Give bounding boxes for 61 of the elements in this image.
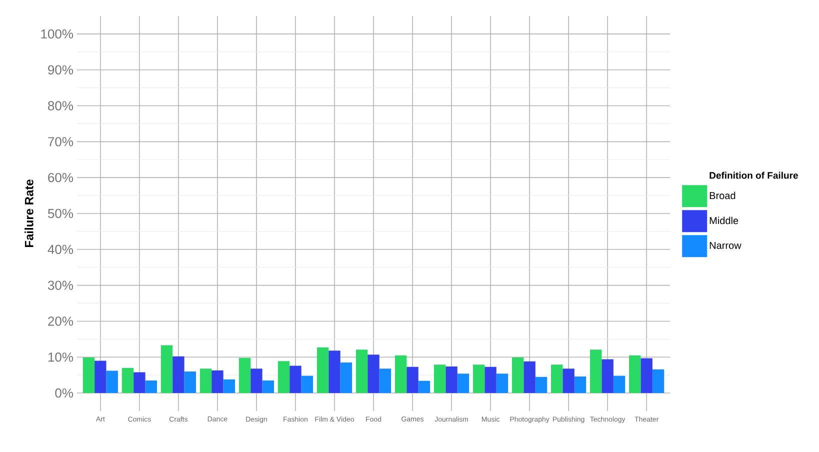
bar <box>512 357 524 394</box>
y-tick-label: 30% <box>48 280 74 290</box>
bar <box>356 350 368 394</box>
bar <box>484 366 496 394</box>
bar <box>535 376 548 394</box>
y-tick-label: 50% <box>48 208 74 218</box>
bar <box>602 359 614 394</box>
bar <box>629 355 641 394</box>
bar <box>394 355 407 394</box>
bar <box>406 366 418 394</box>
bar <box>590 350 602 394</box>
bar <box>106 370 118 394</box>
bar <box>94 360 106 394</box>
bar <box>457 374 470 394</box>
legend-title: Definition of Failure <box>710 172 798 179</box>
y-tick-label: 70% <box>48 137 74 146</box>
legend-label: Broad <box>710 192 736 200</box>
y-tick-label: 60% <box>48 172 74 182</box>
bar <box>652 369 664 394</box>
bar <box>212 370 224 394</box>
bar <box>223 379 236 394</box>
bar <box>640 358 652 394</box>
bar <box>472 364 485 394</box>
bar <box>278 361 290 394</box>
bar <box>250 368 262 394</box>
bar <box>574 376 586 394</box>
bar <box>82 357 95 394</box>
bar <box>496 374 508 394</box>
bar <box>301 376 314 394</box>
bar <box>200 368 212 394</box>
bar <box>328 350 340 394</box>
bar <box>368 354 380 394</box>
bar <box>418 380 430 394</box>
bar <box>134 372 146 394</box>
bar <box>379 368 392 394</box>
bar <box>446 366 458 394</box>
bar <box>160 345 173 394</box>
bar <box>262 380 274 394</box>
bar <box>316 347 329 394</box>
bar <box>145 380 157 394</box>
y-tick-label: 40% <box>48 244 74 254</box>
y-tick-label: 100% <box>41 29 74 39</box>
bar <box>613 376 626 394</box>
bar <box>290 366 302 394</box>
y-tick-label: 20% <box>48 316 74 326</box>
bar <box>122 368 134 394</box>
y-tick-label: 10% <box>48 352 74 362</box>
y-tick-label: 80% <box>48 101 74 110</box>
legend-label: Middle <box>710 216 738 224</box>
y-tick-label: 90% <box>48 65 74 74</box>
bar <box>562 368 574 394</box>
y-tick-label: 0% <box>55 388 74 398</box>
bar <box>340 362 352 394</box>
y-axis-title: Failure Rate <box>24 180 34 248</box>
bar <box>551 364 563 394</box>
bar <box>172 356 184 394</box>
bar <box>434 364 446 394</box>
bar <box>524 361 536 394</box>
bar <box>184 371 196 394</box>
bar <box>238 358 251 394</box>
legend-label: Narrow <box>710 242 742 249</box>
